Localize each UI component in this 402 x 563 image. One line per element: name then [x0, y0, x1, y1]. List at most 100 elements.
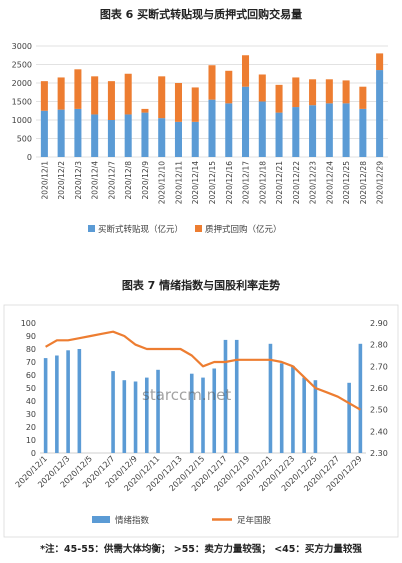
x-tick-label: 2020/12/29 — [376, 161, 385, 204]
y-right-tick-label: 2.90 — [370, 319, 388, 328]
bar-discount — [275, 112, 283, 157]
bar-repo — [158, 76, 166, 119]
bar-discount — [141, 112, 149, 157]
y-left-tick-label: 20 — [26, 423, 36, 432]
y-tick-label: 0 — [27, 153, 32, 162]
bar-discount — [225, 103, 233, 157]
x-tick-label: 2020/12/18 — [258, 161, 267, 204]
bar-repo — [258, 74, 266, 102]
bar-sentiment — [291, 365, 295, 453]
bar-sentiment — [43, 358, 48, 453]
y-left-tick-label: 50 — [26, 384, 36, 393]
bar-repo — [342, 80, 350, 104]
x-tick-label: 2020/12/7 — [107, 161, 116, 200]
bar-discount — [107, 120, 115, 157]
bar-sentiment — [279, 363, 284, 453]
y-left-tick-label: 10 — [26, 436, 36, 445]
bar-repo — [191, 87, 199, 122]
bar-repo — [292, 77, 300, 108]
bar-repo — [275, 84, 283, 113]
bar-sentiment — [189, 373, 194, 453]
x-tick-label: 2020/12/21 — [275, 161, 284, 204]
bar-repo — [107, 81, 115, 120]
x-tick-label: 2020/12/3 — [74, 161, 83, 200]
y-right-tick-label: 2.80 — [370, 341, 388, 350]
bar-repo — [40, 81, 48, 111]
volume-stacked-bar-chart: 0 500 1000 1500 2000 2500 3000 2020/12/1 2020/12… — [12, 42, 388, 235]
bar-discount — [309, 105, 317, 157]
bar-discount — [359, 108, 367, 157]
bar-discount — [242, 86, 250, 157]
y-left-tick-label: 100 — [21, 319, 36, 328]
bar-discount — [191, 121, 199, 157]
bar-sentiment — [133, 381, 138, 453]
y-left-tick-label: 30 — [26, 410, 36, 419]
y-left-tick-label: 60 — [26, 371, 36, 380]
bar-discount — [57, 109, 65, 157]
y-right-tick-label: 2.60 — [370, 384, 388, 393]
bar-sentiment — [302, 377, 306, 453]
x-tick-label: 2020/12/14 — [191, 161, 200, 204]
x-tick-label: 2020/12/25 — [342, 161, 351, 204]
bar-discount — [292, 107, 300, 157]
bar-repo — [242, 55, 250, 87]
legend-swatch — [195, 225, 202, 232]
y-left-tick-label: 70 — [26, 358, 36, 367]
bar-repo — [141, 108, 149, 113]
bar-repo — [57, 77, 65, 110]
legend-label: 情绪指数 — [115, 515, 150, 526]
bar-sentiment — [347, 382, 351, 453]
y-left-tick-label: 0 — [31, 449, 36, 458]
bar-sentiment — [268, 343, 273, 453]
x-tick-label: 2020/12/23 — [309, 161, 318, 204]
y-tick-label: 2000 — [12, 79, 32, 88]
bar-repo — [174, 83, 182, 122]
y-right-tick-label: 2.70 — [370, 362, 388, 371]
bar-discount — [91, 114, 99, 157]
bar-sentiment — [358, 343, 363, 453]
x-tick-label: 2020/12/22 — [292, 161, 301, 204]
x-tick-label: 2020/12/24 — [325, 161, 334, 204]
y-left-tick-label: 90 — [26, 332, 36, 341]
bar-sentiment — [313, 380, 318, 453]
x-tick-label: 2020/12/9 — [141, 161, 150, 200]
legend-swatch — [88, 225, 95, 232]
y-left-tick-label: 40 — [26, 397, 36, 406]
chart-frame — [3, 304, 399, 538]
bar-sentiment — [111, 371, 115, 453]
bar-discount — [325, 103, 333, 157]
bar-discount — [208, 99, 216, 157]
bar-repo — [325, 79, 333, 104]
bar-repo — [225, 70, 233, 104]
bar-repo — [208, 65, 216, 100]
bar-discount — [342, 103, 350, 157]
bar-sentiment — [122, 380, 127, 453]
y-tick-label: 500 — [17, 135, 32, 144]
x-tick-label: 2020/12/11 — [174, 161, 183, 204]
x-tick-label: 2020/12/16 — [225, 161, 234, 204]
x-tick-label: 2020/12/1 — [40, 161, 49, 200]
legend-label: 足年国股 — [237, 515, 272, 526]
bar-repo — [376, 53, 384, 71]
x-tick-label: 2020/12/10 — [158, 161, 167, 204]
bar-repo — [309, 79, 317, 106]
bar-discount — [158, 118, 166, 157]
bar-discount — [258, 101, 266, 157]
y-right-tick-label: 2.40 — [370, 427, 388, 436]
chart-title-volume: 图表 6 买断式转贴现与质押式回购交易量 — [99, 8, 303, 21]
bar-repo — [91, 76, 99, 115]
bar-sentiment — [234, 339, 239, 453]
y-tick-label: 3000 — [12, 42, 32, 51]
chart-title-sentiment: 图表 7 情绪指数与国股利率走势 — [121, 279, 281, 292]
bar-discount — [40, 110, 48, 157]
bar-discount — [124, 114, 132, 157]
y-tick-label: 2500 — [12, 61, 32, 70]
legend-swatch-bar — [92, 516, 110, 523]
bar-repo — [74, 69, 82, 109]
bar-discount — [376, 70, 384, 157]
y-tick-label: 1000 — [12, 116, 32, 125]
y-left-tick-label: 80 — [26, 345, 36, 354]
bar-sentiment — [66, 350, 70, 453]
footnote: *注：45-55：供需大体均衡； >55：卖方力量较强； <45：买方力量较强 — [40, 544, 362, 555]
bar-sentiment — [55, 355, 59, 453]
